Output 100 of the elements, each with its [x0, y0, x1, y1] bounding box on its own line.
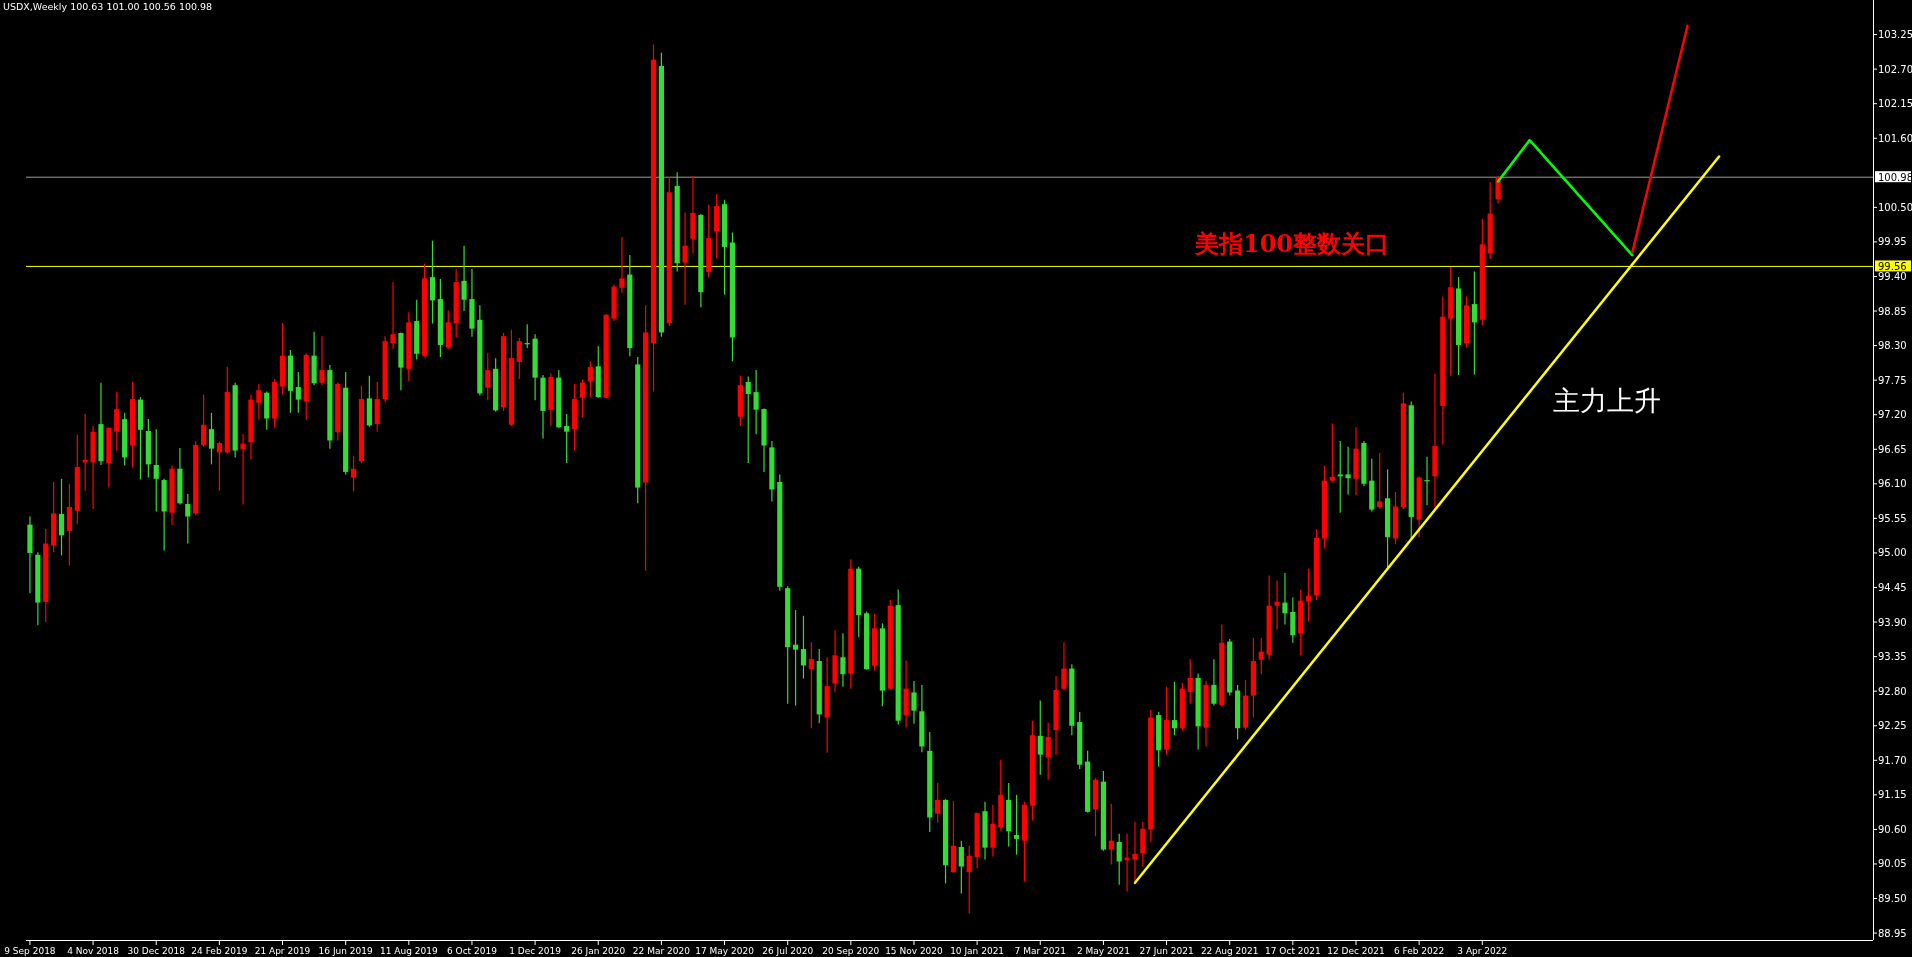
candlestick: [319, 335, 325, 386]
candlestick: [792, 609, 799, 707]
y-tick-label: 95.55: [1878, 512, 1907, 524]
x-tick-label: 3 Apr 2022: [1457, 946, 1508, 956]
y-tick-label: 96.10: [1878, 478, 1907, 490]
x-tick-label: 11 Aug 2019: [379, 946, 438, 956]
y-tick-label: 97.20: [1878, 409, 1907, 421]
x-tick-label: 10 Jan 2021: [950, 946, 1005, 956]
y-tick-label: 93.90: [1878, 616, 1907, 628]
candlestick: [990, 804, 996, 858]
x-tick-label: 2 May 2021: [1076, 946, 1130, 956]
candlestick: [935, 782, 941, 824]
x-tick-label: 7 Mar 2021: [1014, 946, 1066, 956]
x-tick-label: 26 Jan 2020: [571, 946, 626, 956]
candlestick: [1337, 440, 1343, 514]
candlestick: [295, 371, 301, 414]
candlestick: [58, 478, 65, 557]
x-tick-label: 9 Sep 2018: [4, 946, 56, 956]
candlestick: [516, 337, 522, 380]
candlestick: [1187, 658, 1193, 705]
y-tick-label: 99.40: [1878, 270, 1907, 282]
candlestick: [153, 428, 159, 513]
y-tick-label: 93.35: [1878, 651, 1907, 663]
candlestick: [1377, 452, 1383, 509]
annotation: 主力上升: [1553, 385, 1661, 416]
y-tick-label: 97.75: [1878, 374, 1907, 386]
annotation: 美指100整数关口: [1193, 229, 1390, 258]
x-tick-label: 22 Aug 2021: [1200, 946, 1259, 956]
x-tick-label: 12 Dec 2021: [1327, 946, 1385, 956]
candlestick: [1116, 833, 1122, 886]
candlestick: [485, 352, 491, 401]
candlestick: [1290, 596, 1296, 644]
x-tick-label: 17 May 2020: [695, 946, 755, 956]
x-tick-label: 16 Jun 2019: [318, 946, 374, 956]
candlestick: [1282, 572, 1288, 626]
candlestick: [256, 383, 262, 421]
ref-line-label: 99.56: [1878, 261, 1907, 273]
y-tick-label: 91.70: [1878, 754, 1907, 766]
candlestick: [958, 840, 964, 895]
x-tick-label: 4 Nov 2018: [67, 946, 120, 956]
candlestick: [201, 394, 207, 448]
y-tick-label: 99.95: [1878, 236, 1907, 248]
x-tick-label: 24 Feb 2019: [191, 946, 248, 956]
x-tick-label: 26 Jul 2020: [762, 946, 814, 956]
candlestick: [745, 375, 751, 464]
candlestick: [350, 455, 357, 492]
x-tick-label: 27 Jun 2021: [1139, 946, 1194, 956]
candlestick: [1329, 422, 1335, 484]
y-tick-label: 102.70: [1878, 63, 1912, 75]
chart-title: USDX,Weekly 100.63 101.00 100.56 100.98: [3, 1, 213, 12]
y-tick-label: 103.25: [1878, 29, 1912, 41]
candlestick: [1061, 641, 1067, 691]
candlestick: [966, 845, 972, 915]
candlestick: [800, 615, 807, 680]
candlestick: [1274, 579, 1280, 631]
candlestick: [753, 369, 759, 435]
candlestick: [1171, 681, 1178, 736]
x-tick-label: 30 Dec 2018: [127, 946, 186, 956]
y-tick-label: 92.25: [1878, 720, 1907, 732]
x-tick-label: 6 Oct 2019: [447, 946, 498, 956]
x-tick-label: 22 Mar 2020: [632, 946, 691, 956]
candlestick: [619, 236, 625, 294]
x-tick-label: 20 Sep 2020: [822, 946, 880, 956]
candlestick: [208, 412, 215, 465]
y-tick-label: 90.60: [1878, 823, 1907, 835]
x-tick-label: 15 Nov 2020: [885, 946, 944, 956]
y-tick-label: 91.15: [1878, 789, 1907, 801]
candlestick: [114, 391, 120, 452]
candlestick: [579, 378, 586, 418]
x-tick-label: 21 Apr 2019: [254, 946, 311, 956]
y-tick-label: 88.95: [1878, 927, 1907, 939]
y-tick-label: 101.60: [1878, 132, 1912, 144]
candlestick: [911, 680, 917, 725]
candlestick: [429, 240, 436, 325]
candlestick: [808, 641, 814, 729]
candlestick: [185, 493, 191, 545]
candlestick: [1495, 175, 1501, 205]
x-tick-label: 1 Dec 2019: [509, 946, 562, 956]
candlestick: [461, 245, 467, 312]
candlestick: [1108, 803, 1114, 866]
y-tick-label: 98.85: [1878, 305, 1907, 317]
candlestick: [1471, 270, 1477, 376]
y-tick-label: 89.50: [1878, 893, 1907, 905]
x-tick-label: 17 Oct 2021: [1265, 946, 1321, 956]
candlestick: [1124, 833, 1130, 893]
y-tick-label: 90.05: [1878, 858, 1907, 870]
candlestick: [66, 483, 73, 567]
y-tick-label: 102.15: [1878, 98, 1912, 110]
candlestick: [587, 360, 593, 398]
y-tick-label: 95.00: [1878, 547, 1907, 559]
y-tick-label: 96.65: [1878, 443, 1907, 455]
candlestick: [1013, 794, 1020, 856]
candlestick: [1345, 446, 1351, 496]
candlestick: [840, 632, 846, 688]
candlestick: [1211, 658, 1217, 707]
candlestick: [1258, 637, 1264, 675]
candlestick: [1132, 821, 1138, 883]
candlestick: [216, 441, 222, 492]
candlestick: [240, 433, 246, 506]
y-tick-label: 92.80: [1878, 685, 1907, 697]
